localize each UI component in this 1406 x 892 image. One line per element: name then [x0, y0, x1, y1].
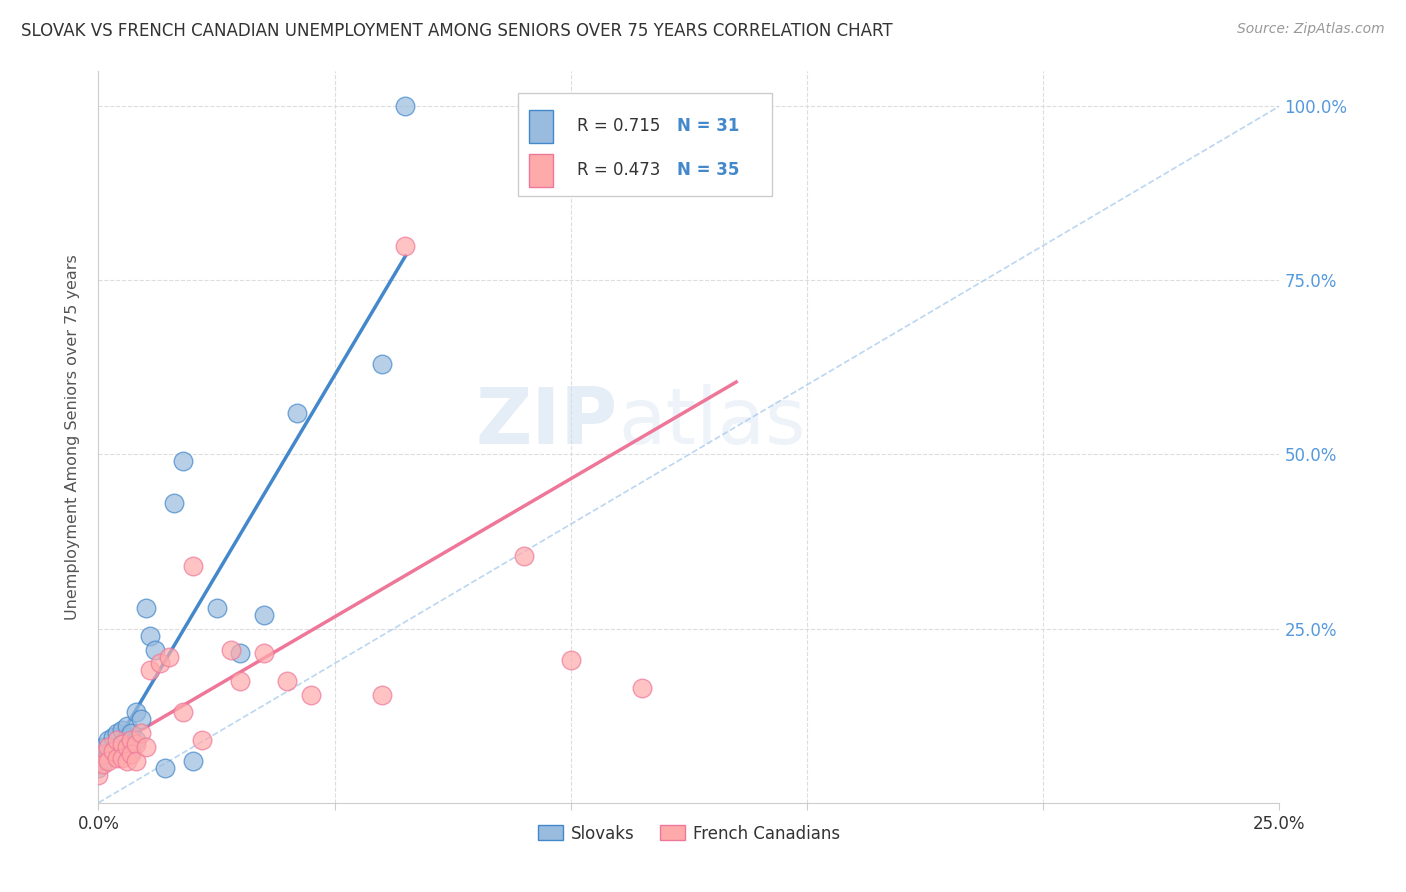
Point — [121, 726, 143, 740]
Point — [276, 673, 298, 688]
Point — [97, 740, 120, 755]
Text: atlas: atlas — [619, 384, 806, 460]
Point — [129, 712, 152, 726]
Point — [394, 238, 416, 252]
Point — [87, 768, 110, 782]
Point — [91, 757, 114, 772]
Point — [91, 754, 114, 768]
Point — [512, 549, 534, 563]
Point — [371, 357, 394, 371]
Text: SLOVAK VS FRENCH CANADIAN UNEMPLOYMENT AMONG SENIORS OVER 75 YEARS CORRELATION C: SLOVAK VS FRENCH CANADIAN UNEMPLOYMENT A… — [21, 22, 893, 40]
Point — [139, 664, 162, 678]
Point — [125, 737, 148, 751]
Point — [125, 733, 148, 747]
Point — [121, 733, 143, 747]
Point — [630, 681, 652, 695]
Point — [172, 454, 194, 468]
Point — [725, 99, 748, 113]
Point — [105, 733, 128, 747]
Point — [253, 607, 276, 622]
Point — [125, 754, 148, 768]
Point — [149, 657, 172, 671]
FancyBboxPatch shape — [517, 94, 772, 195]
Point — [101, 743, 124, 757]
Point — [205, 600, 228, 615]
Point — [181, 754, 204, 768]
Point — [560, 653, 582, 667]
Point — [139, 629, 162, 643]
Point — [371, 688, 394, 702]
Text: Source: ZipAtlas.com: Source: ZipAtlas.com — [1237, 22, 1385, 37]
Point — [105, 726, 128, 740]
Text: N = 31: N = 31 — [678, 117, 740, 136]
Point — [111, 723, 134, 737]
Point — [115, 719, 138, 733]
Point — [191, 733, 214, 747]
Text: R = 0.473: R = 0.473 — [576, 161, 659, 179]
Point — [135, 740, 157, 755]
Text: R = 0.715: R = 0.715 — [576, 117, 659, 136]
FancyBboxPatch shape — [530, 110, 553, 143]
Point — [181, 558, 204, 573]
Point — [253, 646, 276, 660]
Point — [125, 705, 148, 719]
Point — [285, 406, 308, 420]
FancyBboxPatch shape — [530, 153, 553, 186]
Point — [101, 730, 124, 744]
Text: ZIP: ZIP — [475, 384, 619, 460]
Point — [129, 726, 152, 740]
Point — [111, 750, 134, 764]
Point — [91, 740, 114, 755]
Point — [105, 750, 128, 764]
Point — [115, 740, 138, 755]
Point — [163, 496, 186, 510]
Point — [172, 705, 194, 719]
Point — [121, 743, 143, 757]
Point — [394, 99, 416, 113]
Point — [111, 737, 134, 751]
Point — [97, 747, 120, 761]
Point — [97, 754, 120, 768]
Text: N = 35: N = 35 — [678, 161, 740, 179]
Y-axis label: Unemployment Among Seniors over 75 years: Unemployment Among Seniors over 75 years — [65, 254, 80, 620]
Point — [143, 642, 166, 657]
Point — [115, 754, 138, 768]
Point — [121, 747, 143, 761]
Point — [299, 688, 322, 702]
Point — [111, 737, 134, 751]
Point — [229, 646, 252, 660]
Legend: Slovaks, French Canadians: Slovaks, French Canadians — [531, 818, 846, 849]
Point — [101, 743, 124, 757]
Point — [153, 761, 176, 775]
Point — [115, 730, 138, 744]
Point — [229, 673, 252, 688]
Point — [105, 740, 128, 755]
Point — [157, 649, 180, 664]
Point — [91, 747, 114, 761]
Point — [87, 761, 110, 775]
Point — [97, 733, 120, 747]
Point — [219, 642, 242, 657]
Point — [135, 600, 157, 615]
